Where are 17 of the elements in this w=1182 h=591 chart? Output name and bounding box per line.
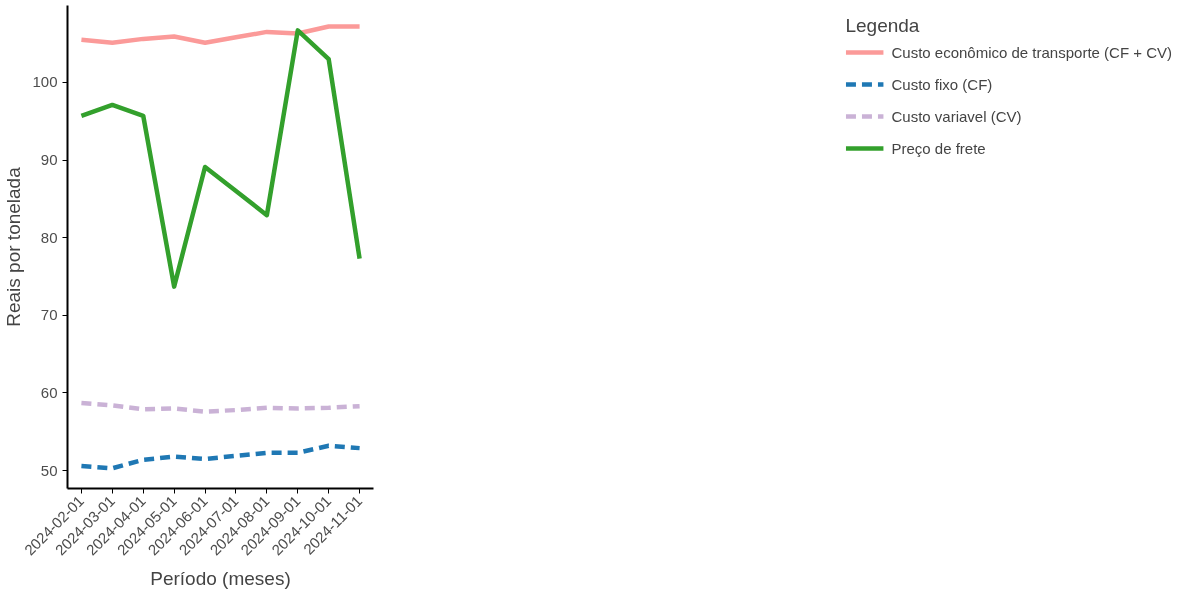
y-tick-label: 50 bbox=[40, 461, 58, 479]
legend-label: Custo fixo (CF) bbox=[891, 75, 993, 93]
legend-label: Preço de frete bbox=[891, 139, 986, 157]
y-tick-label: 70 bbox=[40, 306, 58, 324]
line-series bbox=[79, 443, 362, 471]
legend-label: Custo variavel (CV) bbox=[891, 107, 1022, 125]
line-series bbox=[79, 24, 362, 46]
x-axis-title: Período (meses) bbox=[150, 567, 291, 589]
legend-title: Legenda bbox=[845, 15, 921, 37]
y-tick-label: 90 bbox=[40, 151, 58, 169]
y-tick-label: 80 bbox=[40, 228, 58, 246]
y-axis-title: Reais por tonelada bbox=[3, 166, 25, 327]
line-series bbox=[79, 28, 362, 289]
y-tick-label: 100 bbox=[32, 73, 58, 91]
legend-label: Custo econômico de transporte (CF + CV) bbox=[891, 43, 1172, 61]
y-tick-label: 60 bbox=[40, 383, 58, 401]
line-series bbox=[79, 400, 362, 414]
